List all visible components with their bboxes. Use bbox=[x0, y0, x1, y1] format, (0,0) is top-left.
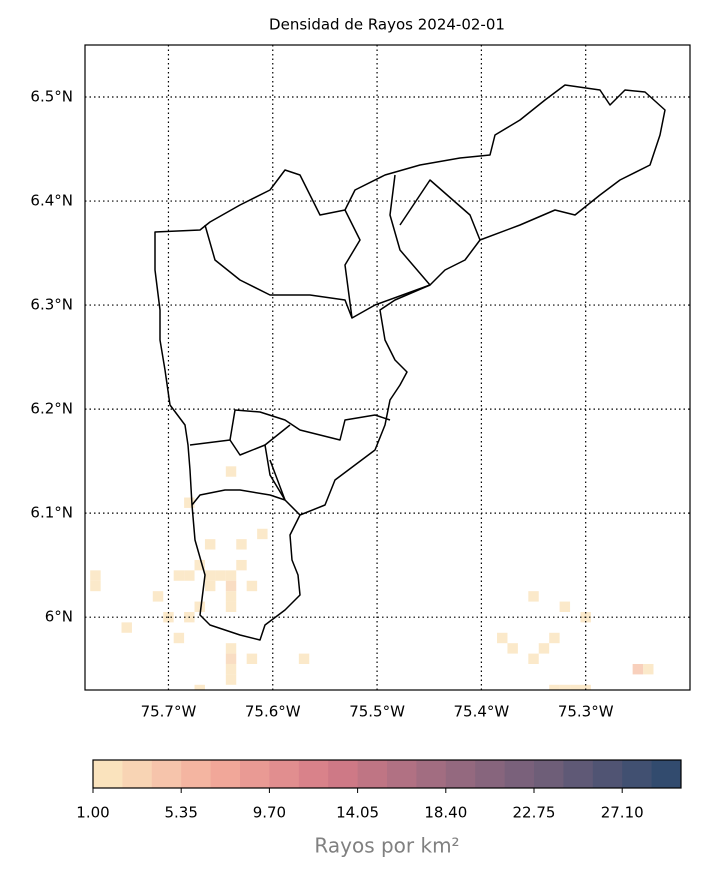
plot-frame bbox=[84, 44, 691, 691]
municipal-border bbox=[344, 209, 431, 319]
colorbar-segment bbox=[298, 760, 329, 788]
density-cell bbox=[549, 684, 560, 690]
density-cell bbox=[204, 580, 216, 592]
density-cell bbox=[246, 653, 258, 664]
density-cell bbox=[632, 663, 644, 675]
density-cell bbox=[173, 632, 185, 644]
municipal-border bbox=[399, 179, 481, 241]
density-cell bbox=[497, 632, 508, 644]
grid-layer bbox=[85, 45, 690, 690]
density-cell bbox=[559, 684, 571, 690]
density-cell bbox=[173, 570, 185, 581]
x-tick-label: 75.4°W bbox=[454, 703, 510, 721]
density-cell bbox=[643, 663, 654, 675]
density-cell bbox=[225, 674, 237, 685]
density-cell bbox=[298, 653, 310, 664]
density-cell bbox=[184, 497, 195, 508]
colorbar-segment bbox=[93, 760, 123, 788]
density-cell bbox=[90, 570, 101, 581]
density-cell bbox=[194, 559, 205, 571]
density-cell bbox=[538, 643, 550, 654]
colorbar-tick-label: 14.05 bbox=[336, 804, 379, 822]
density-cell bbox=[184, 570, 195, 581]
y-tick-label: 6.4°N bbox=[30, 192, 73, 210]
colorbar-segment bbox=[328, 760, 359, 788]
density-cell bbox=[580, 684, 591, 690]
colorbar-segment bbox=[151, 760, 182, 788]
density-cell bbox=[225, 466, 237, 477]
density-cell bbox=[194, 601, 205, 612]
x-tick-label: 75.6°W bbox=[245, 703, 301, 721]
y-tick-label: 6.2°N bbox=[30, 400, 73, 418]
density-cell bbox=[225, 653, 237, 664]
colorbar-segment bbox=[534, 760, 564, 788]
density-cell bbox=[236, 539, 247, 550]
colorbar-segment bbox=[181, 760, 212, 788]
density-cell bbox=[225, 580, 237, 592]
chart-title: Densidad de Rayos 2024-02-01 bbox=[269, 16, 505, 34]
density-cell bbox=[204, 570, 216, 581]
density-cell bbox=[215, 570, 226, 581]
density-cell bbox=[559, 601, 571, 612]
y-tick-label: 6.3°N bbox=[30, 296, 73, 314]
colorbar-segment bbox=[357, 760, 388, 788]
y-tick-label: 6.1°N bbox=[30, 504, 73, 522]
colorbar-segment bbox=[504, 760, 535, 788]
colorbar-tick-label: 22.75 bbox=[513, 804, 556, 822]
colorbar-tick-label: 27.10 bbox=[601, 804, 644, 822]
colorbar-segment bbox=[240, 760, 270, 788]
density-cell bbox=[225, 570, 237, 581]
municipal-border bbox=[389, 174, 431, 286]
colorbar-segment bbox=[269, 760, 300, 788]
colorbar-tick-label: 5.35 bbox=[164, 804, 197, 822]
density-cell bbox=[204, 539, 216, 550]
density-cell bbox=[90, 580, 101, 592]
density-cell bbox=[528, 591, 539, 602]
colorbar-label: Rayos por km² bbox=[314, 834, 459, 858]
colorbar-segment bbox=[122, 760, 153, 788]
density-cell bbox=[528, 653, 539, 664]
colorbar-segment bbox=[563, 760, 594, 788]
colorbar-segment bbox=[210, 760, 241, 788]
municipal-border bbox=[191, 439, 286, 506]
density-cell bbox=[225, 591, 237, 602]
boundaries bbox=[154, 84, 666, 641]
colorbar-tick-label: 1.00 bbox=[76, 804, 109, 822]
colorbar-segment bbox=[445, 760, 476, 788]
colorbar-frame bbox=[92, 759, 682, 789]
density-cell bbox=[194, 684, 205, 690]
density-cell bbox=[246, 580, 258, 592]
region-outline bbox=[154, 84, 666, 641]
colorbar-segment bbox=[592, 760, 623, 788]
density-cell bbox=[570, 684, 581, 690]
colorbar-tick-label: 18.40 bbox=[424, 804, 467, 822]
density-cell bbox=[225, 643, 237, 654]
colorbar-segment bbox=[387, 760, 417, 788]
colorbar: 1.00 5.35 9.70 14.05 18.40 22.75 27.10 bbox=[76, 760, 682, 822]
y-tick-label: 6.5°N bbox=[30, 88, 73, 106]
colorbar-tick-label: 9.70 bbox=[253, 804, 286, 822]
colorbar-segment bbox=[475, 760, 506, 788]
density-cell bbox=[121, 622, 132, 633]
density-cell bbox=[225, 663, 237, 675]
density-cell bbox=[257, 528, 268, 540]
density-cell bbox=[152, 591, 164, 602]
density-cell bbox=[549, 632, 560, 644]
municipal-border bbox=[204, 224, 353, 319]
colorbar-segment bbox=[651, 760, 682, 788]
municipal-border bbox=[264, 424, 301, 516]
x-tick-label: 75.5°W bbox=[349, 703, 405, 721]
cells-layer bbox=[90, 466, 654, 690]
x-tick-label: 75.3°W bbox=[558, 703, 614, 721]
x-tick-label: 75.7°W bbox=[141, 703, 197, 721]
colorbar-segment bbox=[416, 760, 447, 788]
municipal-border bbox=[189, 409, 391, 446]
density-cell bbox=[507, 643, 518, 654]
density-cell bbox=[225, 601, 237, 612]
y-tick-label: 6°N bbox=[45, 608, 73, 626]
density-cell bbox=[236, 559, 247, 571]
colorbar-segment bbox=[622, 760, 653, 788]
